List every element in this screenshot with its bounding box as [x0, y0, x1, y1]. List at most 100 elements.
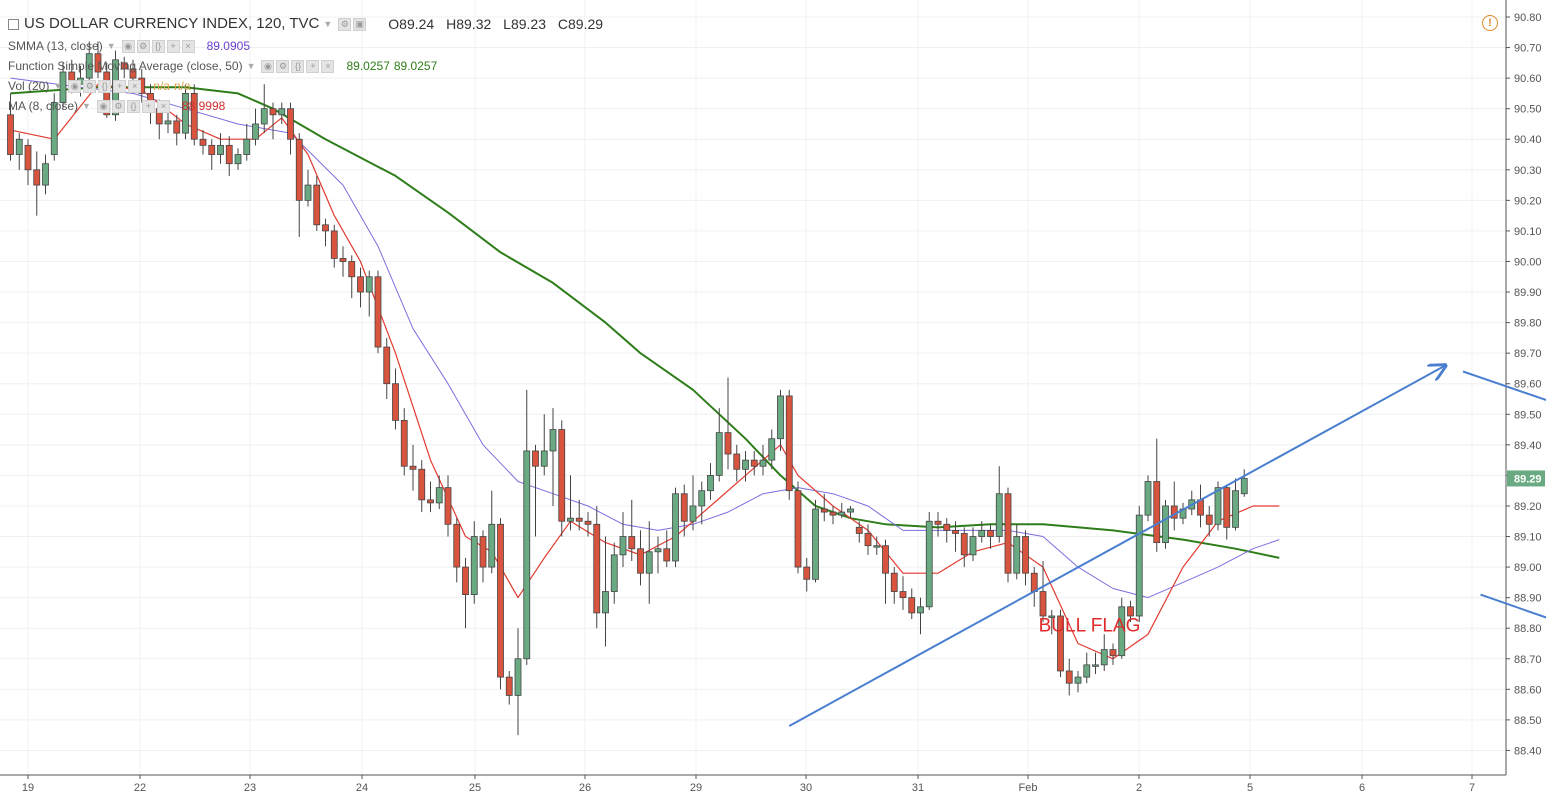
compare-icon[interactable]: ▣	[353, 17, 367, 31]
candle	[558, 420, 566, 537]
candle	[243, 123, 251, 161]
flag-channel-line	[1480, 593, 1546, 619]
candle-body	[208, 144, 216, 155]
price-tick-label: 90.80	[1514, 12, 1542, 24]
candle	[750, 450, 758, 476]
candle	[1162, 499, 1169, 549]
candle	[785, 389, 793, 500]
legend-title-row: US DOLLAR CURRENCY INDEX, 120, TVC ▼ ⚙ ▣…	[8, 12, 611, 36]
candle-body	[750, 459, 758, 467]
candle-body	[225, 144, 233, 165]
candle-body	[260, 108, 268, 125]
candle	[707, 463, 714, 500]
source-icon[interactable]: {}	[291, 59, 305, 73]
candle	[269, 102, 277, 140]
indicator-row-smma[interactable]: SMMA (13, close) ▼ ◉ ⚙{} + × 89.0905	[8, 36, 611, 56]
indicator-row-vol[interactable]: Vol (20) ▼ ◉ ⚙{} + × n/a n/a	[8, 76, 611, 96]
candle	[208, 139, 216, 170]
candle-body	[1004, 493, 1012, 574]
candle-body	[85, 53, 93, 79]
candle-body	[1100, 649, 1108, 666]
candle	[934, 512, 942, 537]
candle	[330, 224, 338, 268]
candle	[812, 499, 819, 583]
more-icon[interactable]: +	[306, 59, 320, 73]
candle	[199, 130, 207, 155]
source-icon[interactable]: {}	[151, 39, 165, 53]
candle	[952, 521, 959, 552]
smma13-line	[10, 77, 1280, 599]
candle-body	[1057, 615, 1064, 672]
settings-icon[interactable]: ⚙	[338, 17, 352, 31]
candle-body	[969, 536, 977, 556]
candle-body	[1030, 572, 1038, 592]
candle	[943, 518, 951, 543]
indicator-value: 88.9998	[181, 99, 226, 113]
chevron-down-icon[interactable]: ▼	[323, 19, 333, 29]
candle	[278, 102, 286, 124]
candle-body	[567, 517, 574, 522]
eye-icon[interactable]: ◉	[121, 39, 135, 53]
eye-icon[interactable]: ◉	[96, 99, 110, 113]
time-tick-label: Feb	[1019, 782, 1038, 794]
candle	[1223, 484, 1231, 540]
candle	[1240, 469, 1248, 497]
candle-body	[558, 429, 566, 522]
candle	[663, 530, 671, 568]
eye-icon[interactable]: ◉	[68, 79, 82, 93]
eye-icon[interactable]: ◉	[261, 59, 275, 73]
gear-icon[interactable]: ⚙	[276, 59, 290, 73]
candle	[164, 108, 172, 134]
indicator-row-ma8[interactable]: MA (8, close) ▼ ◉ ⚙{} + × 88.9998	[8, 96, 611, 116]
title-buttons: ⚙ ▣	[338, 17, 368, 31]
candle	[969, 527, 977, 561]
chevron-down-icon[interactable]: ▼	[82, 101, 91, 111]
source-icon[interactable]: {}	[98, 79, 112, 93]
close-icon[interactable]: ×	[156, 99, 170, 113]
candle-body	[987, 530, 994, 537]
candle	[462, 557, 469, 629]
collapse-toggle-icon[interactable]	[8, 18, 19, 30]
candle-body	[462, 566, 469, 595]
more-icon[interactable]: +	[141, 99, 155, 113]
candle-body	[584, 520, 592, 525]
candle-body	[917, 606, 924, 614]
candle	[1100, 634, 1108, 671]
indicator-row-sma50[interactable]: Function Simple Moving Average (close, 5…	[8, 56, 611, 76]
candle-body	[33, 169, 41, 186]
candle	[794, 481, 802, 574]
close-icon[interactable]: ×	[321, 59, 335, 73]
candle-body	[1039, 591, 1047, 617]
time-tick-label: 25	[469, 782, 481, 794]
candle-body	[357, 276, 364, 293]
close-icon[interactable]: ×	[128, 79, 142, 93]
candle	[50, 93, 58, 161]
more-icon[interactable]: +	[166, 39, 180, 53]
candle	[803, 557, 811, 592]
candle-body	[707, 474, 714, 492]
candle	[1039, 560, 1047, 623]
candle	[453, 518, 461, 583]
candle	[1057, 609, 1064, 678]
gear-icon[interactable]: ⚙	[111, 99, 125, 113]
candle	[1170, 481, 1178, 531]
candle-body	[759, 459, 767, 467]
chevron-down-icon[interactable]: ▼	[53, 81, 63, 91]
candle	[313, 175, 321, 231]
candle-body	[925, 520, 933, 608]
candle	[304, 169, 312, 207]
candle-body	[295, 138, 303, 201]
chevron-down-icon[interactable]: ▼	[106, 41, 116, 51]
more-icon[interactable]: +	[113, 79, 127, 93]
candle-body	[164, 120, 172, 125]
close-icon[interactable]: ×	[181, 39, 195, 53]
candle	[1065, 658, 1073, 696]
chevron-down-icon[interactable]: ▼	[246, 61, 256, 71]
gear-icon[interactable]: ⚙	[136, 39, 150, 53]
candle	[523, 389, 531, 665]
gear-icon[interactable]: ⚙	[83, 79, 97, 93]
source-icon[interactable]: {}	[126, 99, 140, 113]
candle-body	[409, 465, 417, 470]
alert-icon[interactable]: !	[1482, 15, 1498, 31]
